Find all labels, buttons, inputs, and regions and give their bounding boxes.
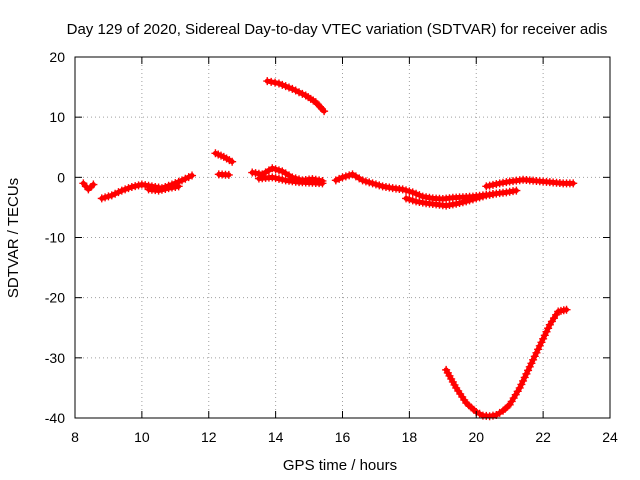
y-tick-label: 20: [49, 49, 65, 65]
data-point: [174, 182, 183, 191]
grid: [75, 57, 610, 418]
x-tick-label: 8: [71, 429, 79, 445]
data-point: [537, 338, 546, 347]
data-point: [263, 77, 272, 86]
data-point: [517, 380, 526, 389]
series-layer: [79, 77, 578, 421]
x-axis-label: GPS time / hours: [283, 457, 397, 474]
x-tick-label: 22: [535, 429, 551, 445]
data-point: [520, 373, 529, 382]
data-point: [525, 362, 534, 371]
ticks: 8 10 12 14 16 18 20 22 24 20 10 0 -10 -20 -30 -40: [45, 49, 618, 445]
y-tick-label: 10: [49, 109, 65, 125]
x-tick-label: 20: [468, 429, 484, 445]
data-point: [542, 327, 551, 336]
series-arc-7: [254, 173, 327, 188]
data-point: [522, 369, 531, 378]
series-arc-5: [214, 170, 233, 179]
x-tick-label: 24: [602, 429, 618, 445]
data-point: [512, 186, 521, 195]
chart-title: Day 129 of 2020, Sidereal Day-to-day VTE…: [67, 21, 608, 38]
data-point: [515, 383, 524, 392]
y-tick-label: -20: [45, 290, 65, 306]
data-point: [228, 157, 237, 166]
data-point: [562, 305, 571, 314]
data-point: [318, 179, 327, 188]
x-tick-label: 10: [134, 429, 150, 445]
y-tick-label: 0: [57, 169, 65, 185]
y-tick-label: -10: [45, 230, 65, 246]
series-arc-2: [97, 171, 197, 203]
data-point: [188, 171, 197, 180]
series-arc-11: [482, 175, 578, 191]
data-point: [224, 170, 233, 179]
data-point: [532, 348, 541, 357]
series-arc-3: [144, 182, 183, 195]
series-arc-1: [79, 179, 98, 194]
data-point: [519, 376, 528, 385]
series-arc-10: [402, 186, 521, 210]
data-point: [524, 366, 533, 375]
data-point: [539, 334, 548, 343]
data-point: [530, 352, 539, 361]
data-point: [271, 78, 280, 87]
data-point: [529, 355, 538, 364]
y-tick-label: -40: [45, 410, 65, 426]
series-arc-8: [263, 77, 329, 116]
data-point: [320, 107, 329, 116]
series-arc-12: [442, 305, 571, 421]
data-point: [544, 324, 553, 333]
x-tick-label: 14: [268, 429, 284, 445]
data-point: [527, 359, 536, 368]
data-point: [534, 345, 543, 354]
x-tick-label: 12: [201, 429, 217, 445]
data-point: [535, 341, 544, 350]
y-axis-label: SDTVAR / TECUs: [5, 178, 22, 298]
x-tick-label: 18: [402, 429, 418, 445]
series-arc-4: [211, 149, 237, 166]
data-point: [569, 179, 578, 188]
y-tick-label: -30: [45, 350, 65, 366]
data-point: [540, 331, 549, 340]
data-point: [267, 77, 276, 86]
x-tick-label: 16: [335, 429, 351, 445]
data-point: [89, 180, 98, 189]
